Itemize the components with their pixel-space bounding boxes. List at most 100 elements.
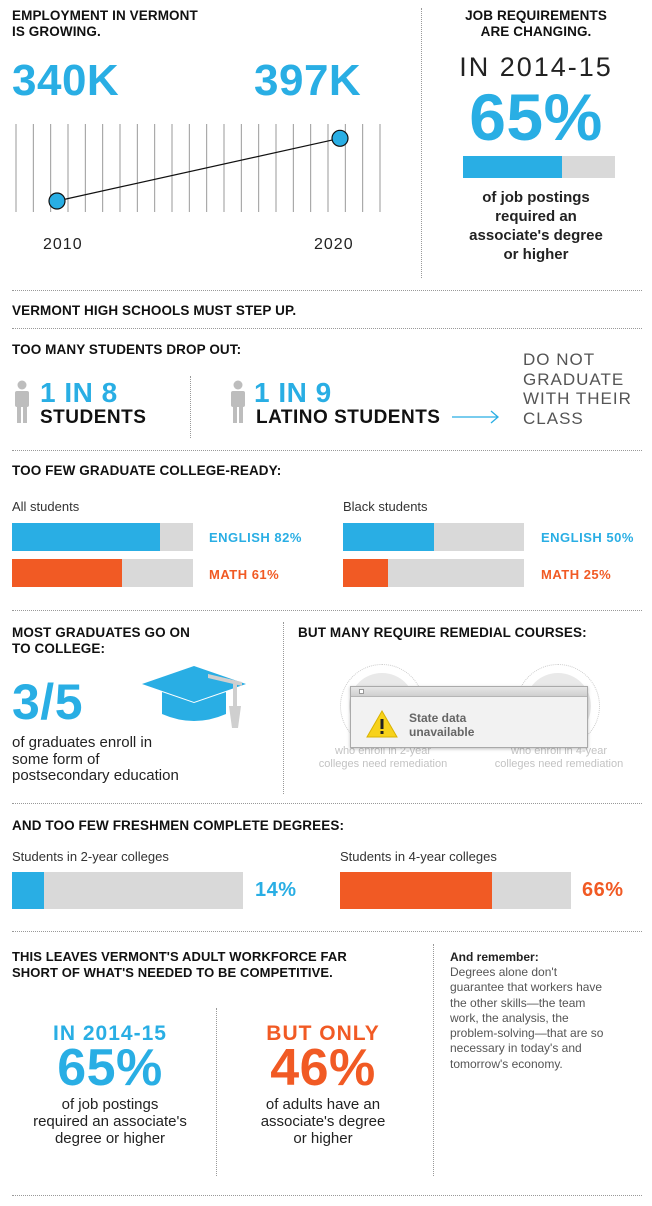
ready-all-label: All students	[12, 499, 80, 514]
remember-line: necessary in today's and	[450, 1041, 582, 1056]
x-tick-2010: 2010	[43, 236, 83, 253]
workforce-right-desc: of adults have an associate's degree or …	[224, 1096, 422, 1147]
all-english-label: ENGLISH 82%	[209, 530, 302, 545]
divider	[190, 376, 191, 438]
remedial-4yr-caption: who enroll in 4-year colleges need remed…	[484, 745, 634, 771]
bar-fill	[12, 523, 161, 551]
college-desc-line: some form of	[12, 750, 100, 768]
bar-two-year	[12, 872, 243, 909]
remedial-caption-line: who enroll in 4-year	[511, 745, 607, 757]
employment-title: EMPLOYMENT IN VERMONT IS GROWING.	[12, 8, 198, 40]
dropout-a-ratio: 1 IN 8	[40, 377, 118, 408]
all-math-label: MATH 61%	[209, 567, 280, 582]
black-math-label: MATH 25%	[541, 567, 612, 582]
job-req-desc-line: required an	[495, 208, 577, 225]
remember-line: problem-solving—that are so	[450, 1026, 604, 1041]
workforce-right-pct: 46%	[270, 1039, 376, 1097]
job-req-desc-line: of job postings	[482, 189, 590, 206]
divider	[12, 803, 642, 804]
college-desc: of graduates enroll in some form of post…	[12, 734, 179, 785]
remember-line: tomorrow's economy.	[450, 1056, 563, 1071]
college-title-line: TO COLLEGE:	[12, 641, 106, 656]
workforce-title: THIS LEAVES VERMONT'S ADULT WORKFORCE FA…	[12, 949, 347, 981]
remember-title: And remember:	[450, 950, 539, 964]
series-line	[56, 137, 341, 202]
divider	[433, 944, 434, 1176]
remember-line: work, the analysis, the	[450, 1010, 569, 1025]
dropout-result: DO NOT GRADUATE WITH THEIR CLASS	[523, 350, 632, 428]
divider	[12, 610, 642, 611]
ready-black-label: Black students	[343, 499, 428, 514]
workforce-right-lead: BUT ONLY	[266, 1022, 380, 1045]
data-unavailable-dialog: State data unavailable	[350, 686, 588, 748]
dropout-result-line: DO NOT	[523, 350, 596, 369]
job-req-desc-line: associate's degree	[469, 227, 603, 244]
dropout-b-ratio: 1 IN 9	[254, 377, 332, 408]
workforce-desc-line: or higher	[293, 1130, 353, 1147]
remember-line: Degrees alone don't	[450, 965, 558, 979]
remember-body: Degrees alone don't guarantee that worke…	[450, 965, 603, 1072]
job-req-bar	[463, 156, 615, 178]
data-point-2010	[48, 192, 66, 210]
divider	[12, 450, 642, 451]
chart-ticks	[15, 124, 381, 212]
remember-line: the other skills—the team	[450, 995, 586, 1010]
workforce-desc-line: associate's degree	[260, 1113, 386, 1130]
divider	[12, 290, 642, 291]
two-year-label: Students in 2-year colleges	[12, 849, 169, 864]
remedial-caption-line: colleges need remediation	[318, 758, 448, 770]
warning-icon	[366, 710, 398, 738]
workforce-left-year: IN 2014-15	[53, 1022, 167, 1045]
divider	[12, 931, 642, 932]
remedial-caption-line: colleges need remediation	[494, 758, 624, 770]
dialog-message: State data unavailable	[409, 711, 474, 739]
dropout-a-label: STUDENTS	[40, 407, 147, 428]
ready-title: TOO FEW GRADUATE COLLEGE-READY:	[12, 463, 282, 478]
bar-fill	[343, 523, 434, 551]
employment-title-line: IS GROWING.	[12, 24, 101, 39]
job-req-desc: of job postings required an associate's …	[430, 188, 642, 264]
college-desc-line: of graduates enroll in	[12, 734, 153, 751]
dropout-result-line: GRADUATE	[523, 369, 625, 389]
job-req-desc-line: or higher	[503, 246, 569, 263]
black-english-label: ENGLISH 50%	[541, 530, 634, 545]
job-req-pct: 65%	[469, 80, 603, 154]
two-year-pct: 14%	[255, 879, 297, 901]
college-title-line: MOST GRADUATES GO ON	[12, 625, 191, 640]
divider	[421, 8, 422, 278]
bar-all-math	[12, 559, 193, 587]
employment-title-line: EMPLOYMENT IN VERMONT	[12, 8, 198, 23]
person-icon	[231, 380, 245, 423]
workforce-desc-line: of adults have an	[265, 1096, 381, 1113]
x-tick-2020: 2020	[314, 236, 354, 253]
bar-black-english	[343, 523, 524, 551]
job-req-title: JOB REQUIREMENTS ARE CHANGING.	[430, 8, 642, 40]
dropout-title: TOO MANY STUDENTS DROP OUT:	[12, 342, 242, 357]
dropout-result-line: CLASS	[523, 408, 584, 428]
dialog-box-icon	[359, 689, 364, 694]
hs-title: VERMONT HIGH SCHOOLS MUST STEP UP.	[12, 303, 297, 318]
workforce-left-pct: 65%	[57, 1039, 163, 1097]
bar-fill	[12, 559, 123, 587]
job-req-title-line: JOB REQUIREMENTS	[465, 8, 607, 23]
bar-black-math	[343, 559, 524, 587]
dialog-message-line: State data	[409, 711, 467, 725]
employment-line-chart	[15, 124, 381, 212]
remedial-title: BUT MANY REQUIRE REMEDIAL COURSES:	[298, 625, 587, 640]
dropout-b-label: LATINO STUDENTS	[256, 407, 441, 428]
value-2020: 397K	[254, 56, 362, 105]
workforce-desc-line: degree or higher	[54, 1130, 166, 1147]
bar-four-year	[340, 872, 571, 909]
value-2010: 340K	[12, 56, 120, 105]
divider	[12, 1195, 642, 1196]
job-req-bar-fill	[463, 156, 562, 178]
person-icon	[15, 380, 29, 423]
workforce-title-line: SHORT OF WHAT'S NEEDED TO BE COMPETITIVE…	[12, 965, 333, 980]
data-point-2020	[331, 129, 349, 147]
bar-fill	[343, 559, 389, 587]
four-year-label: Students in 4-year colleges	[340, 849, 497, 864]
workforce-title-line: THIS LEAVES VERMONT'S ADULT WORKFORCE FA…	[12, 949, 347, 964]
college-desc-line: postsecondary education	[12, 767, 179, 784]
freshmen-title: AND TOO FEW FRESHMEN COMPLETE DEGREES:	[12, 818, 345, 833]
remember-line: guarantee that workers have	[450, 980, 603, 995]
